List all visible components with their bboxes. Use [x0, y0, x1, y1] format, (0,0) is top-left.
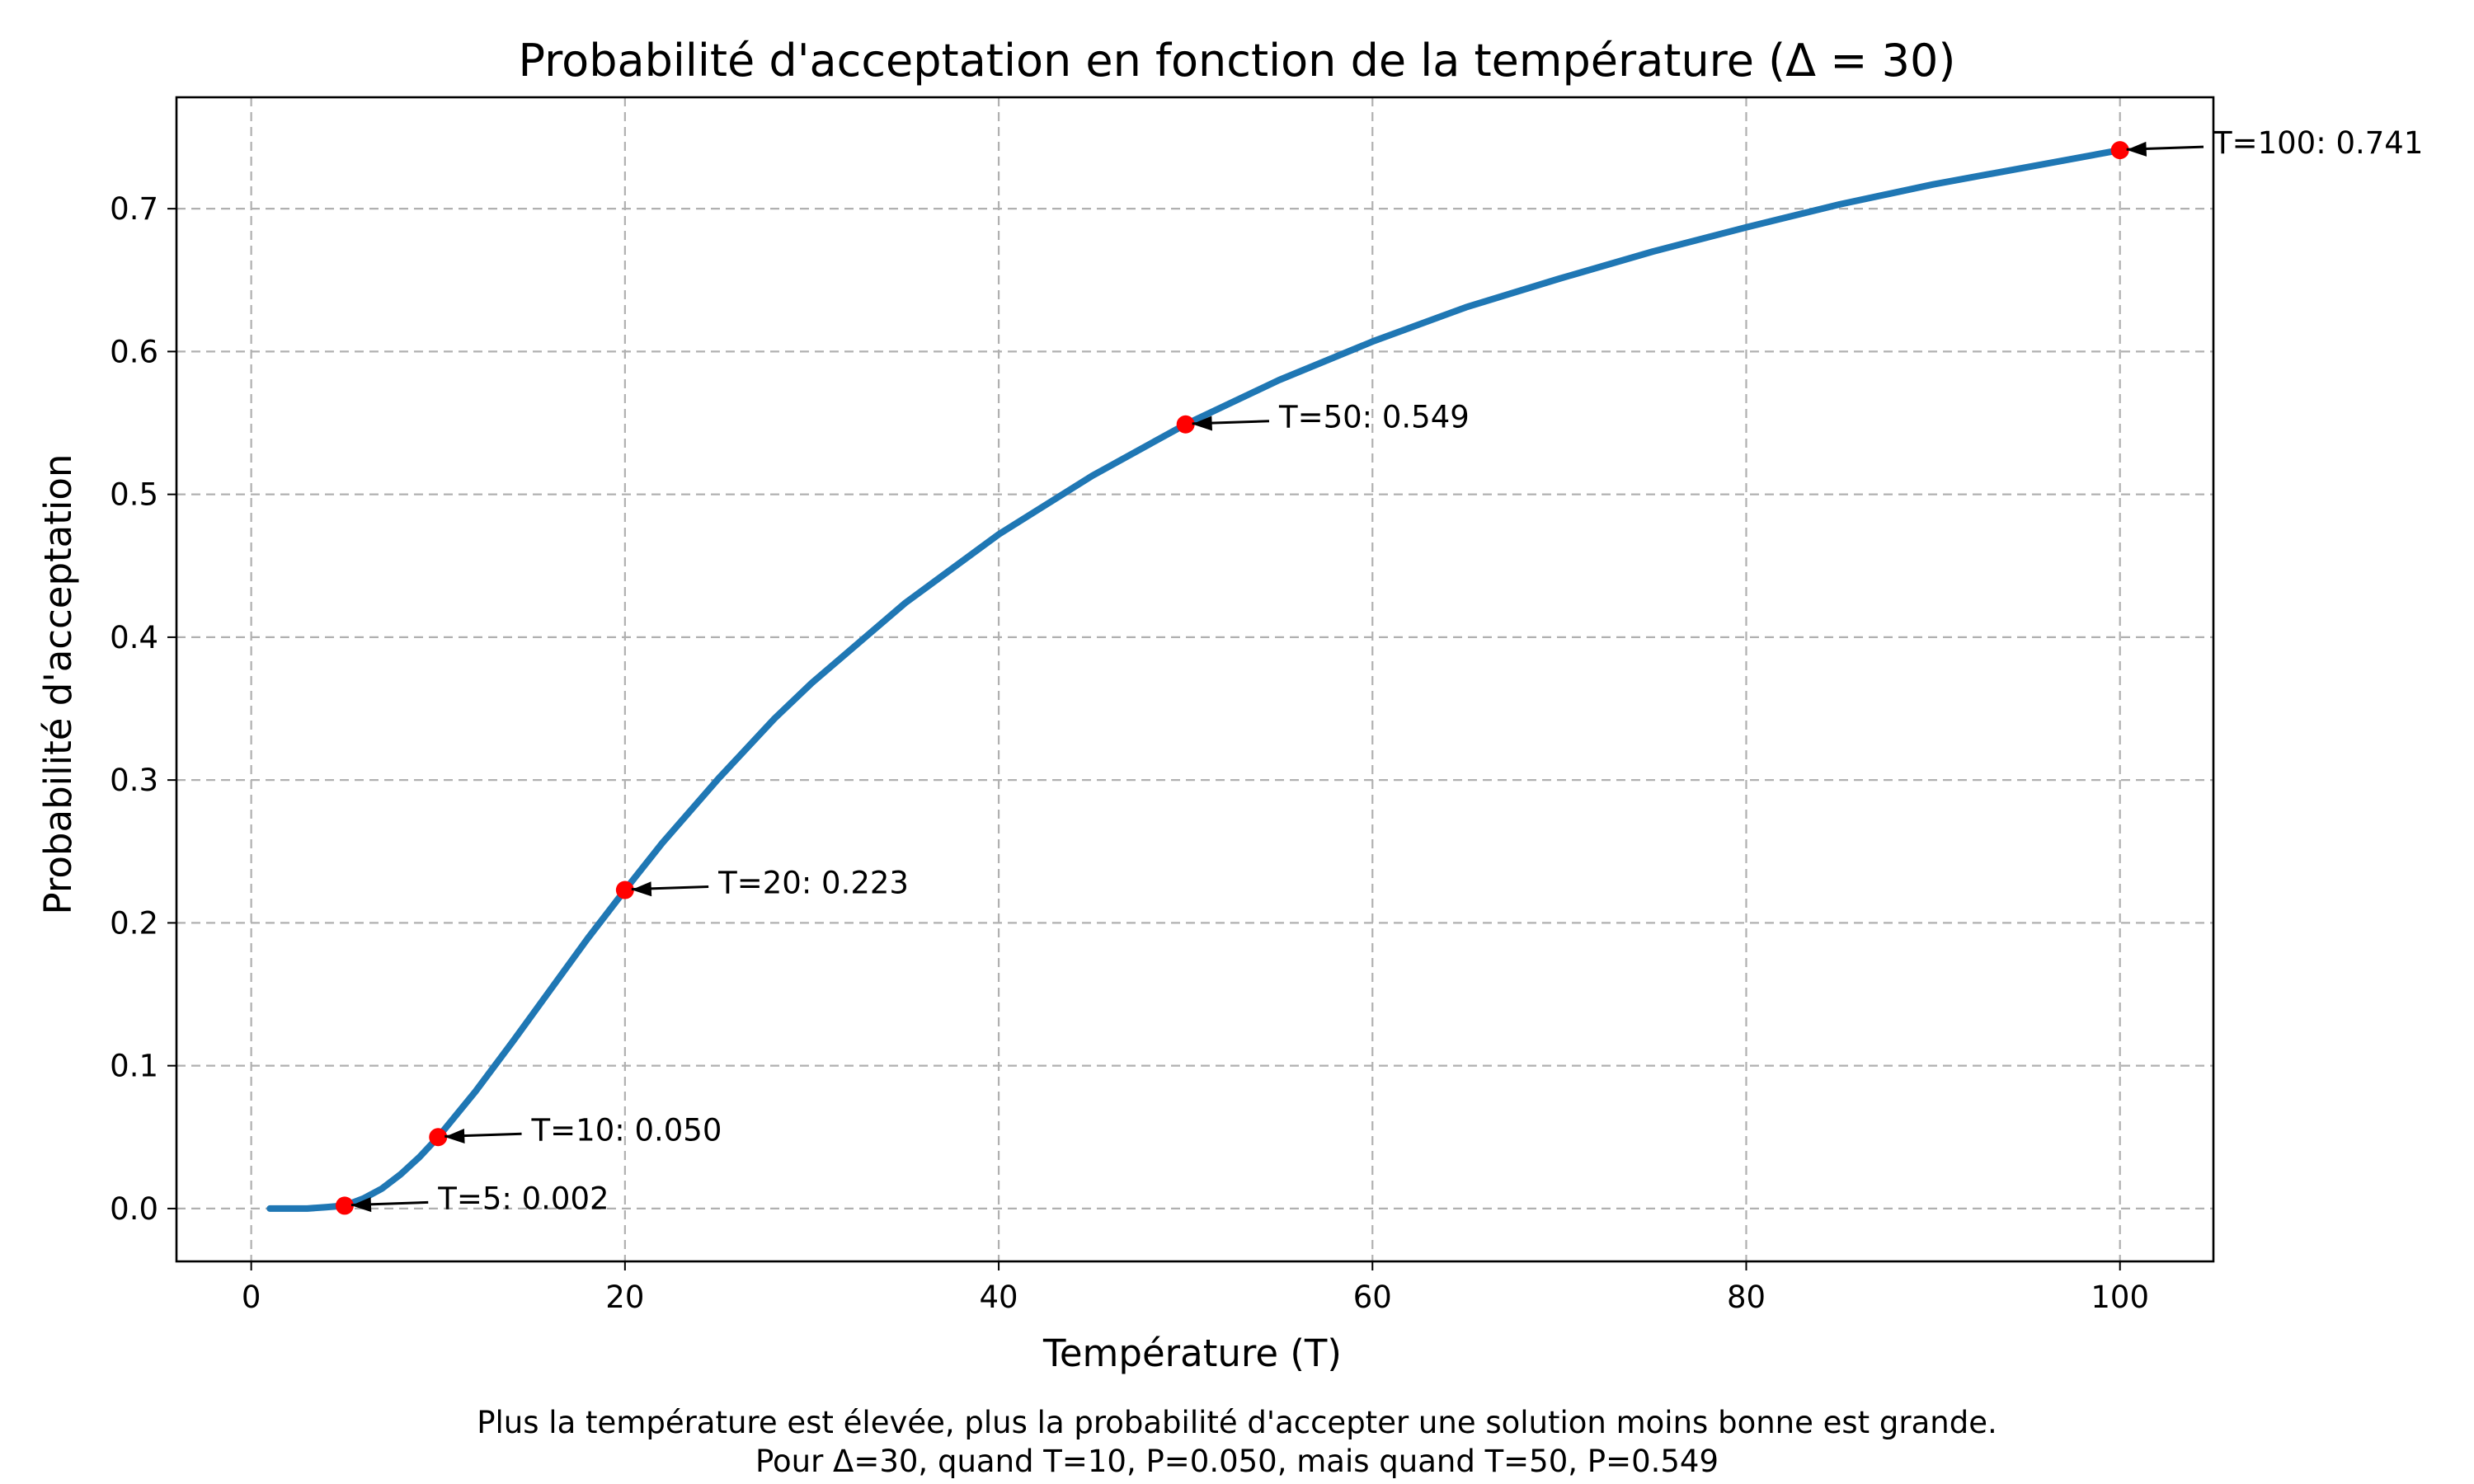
y-tick-label: 0.1	[110, 1049, 158, 1084]
x-tick-label: 40	[980, 1280, 1018, 1315]
x-axis-label: Température (T)	[1042, 1331, 1342, 1375]
annotation-arrowhead	[444, 1129, 465, 1144]
annotation-label: T=100: 0.741	[2213, 125, 2423, 161]
highlighted-point	[1176, 415, 1195, 434]
tick-layer: 0 20 40 60 80 100 0.0 0.1 0.2 0.3 0.4 0.5 0.6 0.7	[110, 191, 2149, 1315]
curve-layer	[266, 147, 2124, 1212]
highlighted-point	[335, 1196, 354, 1215]
plot-frame	[175, 96, 2215, 1263]
y-axis-label: Probabilité d'acceptation	[36, 454, 80, 915]
annotation-label: T=50: 0.549	[1278, 400, 1470, 435]
y-tick-label: 0.4	[110, 620, 158, 655]
annotation-arrowhead	[631, 881, 652, 897]
chart-title: Probabilité d'acceptation en fonction de…	[519, 35, 1956, 87]
annotation-label: T=20: 0.223	[717, 866, 909, 901]
y-tick-label: 0.6	[110, 334, 158, 369]
annotation-arrowhead	[1192, 416, 1212, 431]
y-tick-label: 0.5	[110, 477, 158, 513]
annotation-label: T=5: 0.002	[437, 1181, 609, 1216]
annotation-label: T=10: 0.050	[531, 1112, 722, 1148]
annotation-arrowhead	[350, 1197, 372, 1213]
y-tick-label: 0.7	[110, 191, 158, 227]
x-tick-label: 0	[242, 1280, 261, 1315]
annotation-arrowhead	[2126, 141, 2147, 157]
acceptance-probability-line	[266, 147, 2124, 1212]
y-tick-label: 0.0	[110, 1191, 158, 1227]
x-tick-label: 100	[2091, 1280, 2149, 1315]
highlighted-point	[429, 1128, 448, 1147]
highlighted-point	[2110, 141, 2129, 160]
y-tick-label: 0.3	[110, 763, 158, 798]
caption-line-1: Plus la température est élevée, plus la …	[477, 1405, 1997, 1440]
annotation-layer: T=5: 0.002 T=10: 0.050 T=20: 0.223 T=50: 0.…	[350, 125, 2423, 1216]
x-tick-label: 80	[1727, 1280, 1766, 1315]
caption-line-2: Pour Δ=30, quand T=10, P=0.050, mais qua…	[755, 1444, 1719, 1479]
y-tick-label: 0.2	[110, 905, 158, 941]
grid-layer	[176, 97, 2213, 1261]
x-tick-label: 20	[605, 1280, 644, 1315]
highlighted-point	[615, 881, 634, 899]
point-layer	[335, 141, 2129, 1215]
x-tick-label: 60	[1353, 1280, 1392, 1315]
